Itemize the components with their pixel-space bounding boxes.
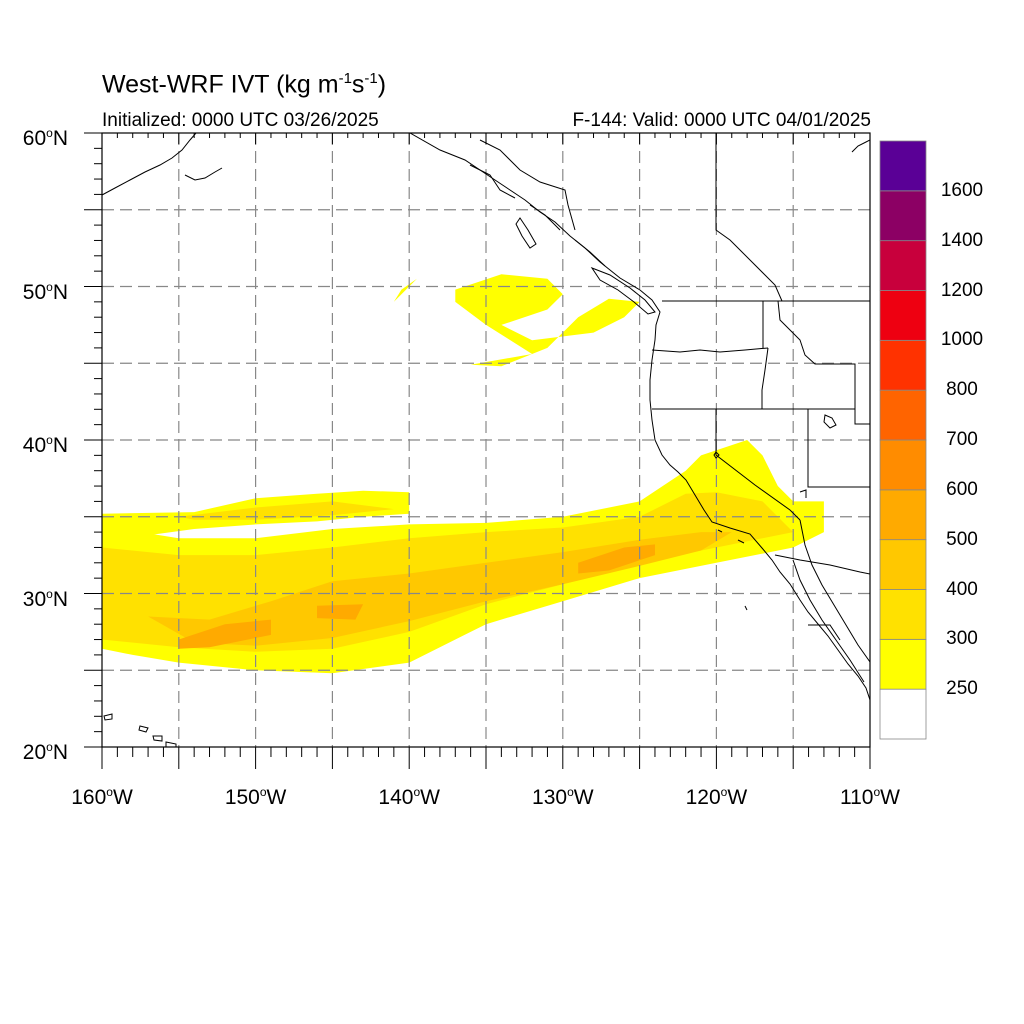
ivt-main-river-core-500-3 (317, 604, 364, 620)
ivt-main-river-core-500-4 (178, 619, 271, 649)
ivt-shading-layer (102, 274, 824, 674)
hawaii-islands (103, 713, 177, 747)
channel-islands (717, 529, 748, 611)
map-title: West-WRF IVT (kg m-1s-1) (102, 70, 386, 99)
vancouver-island (590, 266, 656, 315)
haida-gwaii (515, 217, 537, 249)
colorbar-label-1000: 1000 (940, 329, 984, 351)
lat-label-60: 60oN (22, 126, 68, 150)
colorbar-label-1200: 1200 (940, 279, 984, 301)
hudson-coast-fragment (851, 139, 870, 153)
ivt-main-river-core-500-5 (578, 544, 655, 574)
lon-label-120: 120oW (685, 785, 748, 809)
lon-label-160: 160oW (71, 785, 133, 809)
ivt-pacific-northwest-250-9 (393, 278, 417, 302)
alaska-coast (102, 133, 197, 196)
or-id-border (761, 347, 769, 409)
wa-or-border (651, 347, 769, 353)
colorbar-label-250: 250 (946, 678, 978, 700)
graticule-layer (102, 133, 870, 747)
alaska-islands (184, 167, 223, 181)
id-mt-border (777, 300, 870, 425)
bc-fjords (469, 164, 606, 267)
mexico-state-border (808, 624, 841, 641)
lat-label-50: 50oN (22, 279, 68, 304)
lon-label-150: 150oW (224, 785, 287, 809)
lat-label-20: 20oN (22, 740, 68, 764)
lat-label-30: 30oN (22, 586, 68, 611)
axis-tick-layer (84, 132, 871, 769)
us-mexico-border (774, 554, 870, 575)
nv-ut-border (807, 409, 870, 488)
colorbar-label-400: 400 (946, 578, 978, 600)
lakes-layer (713, 414, 837, 498)
title-text: West-WRF IVT (kg m (102, 70, 339, 99)
colorbar-label-300: 300 (946, 628, 978, 650)
init-time-label: Initialized: 0000 UTC 03/26/2025 (102, 110, 379, 131)
lon-label-130: 130oW (532, 785, 594, 809)
political-boundaries-layer (479, 133, 870, 641)
valid-time-label: F-144: Valid: 0000 UTC 04/01/2025 (572, 110, 871, 131)
bc-alberta-border (715, 133, 783, 302)
ca-nv-border (715, 409, 801, 521)
title-exponent-2: -1 (364, 70, 378, 87)
title-text-s: s (351, 70, 365, 99)
colorbar-label-1400: 1400 (940, 229, 984, 251)
colorbar-label-1600: 1600 (940, 179, 984, 201)
ivt-northern-band-300-7 (178, 501, 394, 520)
great-salt-lake (823, 414, 837, 429)
ivt-pacific-northwest-250-8 (455, 274, 640, 367)
lake-tahoe (713, 451, 720, 459)
title-exponent-1: -1 (338, 70, 352, 87)
lat-label-40: 40oN (22, 433, 68, 457)
colorbar-label-600: 600 (946, 478, 978, 500)
baja-gulf-coast (799, 519, 870, 663)
colorbar-label-800: 800 (946, 379, 978, 401)
baja-peninsula-east (792, 559, 865, 683)
lake-mead (799, 489, 807, 498)
lon-label-140: 140oW (378, 785, 440, 809)
coastline-layer (102, 133, 870, 747)
colorbar-label-700: 700 (946, 429, 978, 450)
lon-label-110: 110oW (840, 785, 900, 809)
bc-alaska-border (479, 139, 576, 231)
colorbar-label-500: 500 (946, 528, 978, 550)
title-text-end: ) (377, 70, 387, 99)
